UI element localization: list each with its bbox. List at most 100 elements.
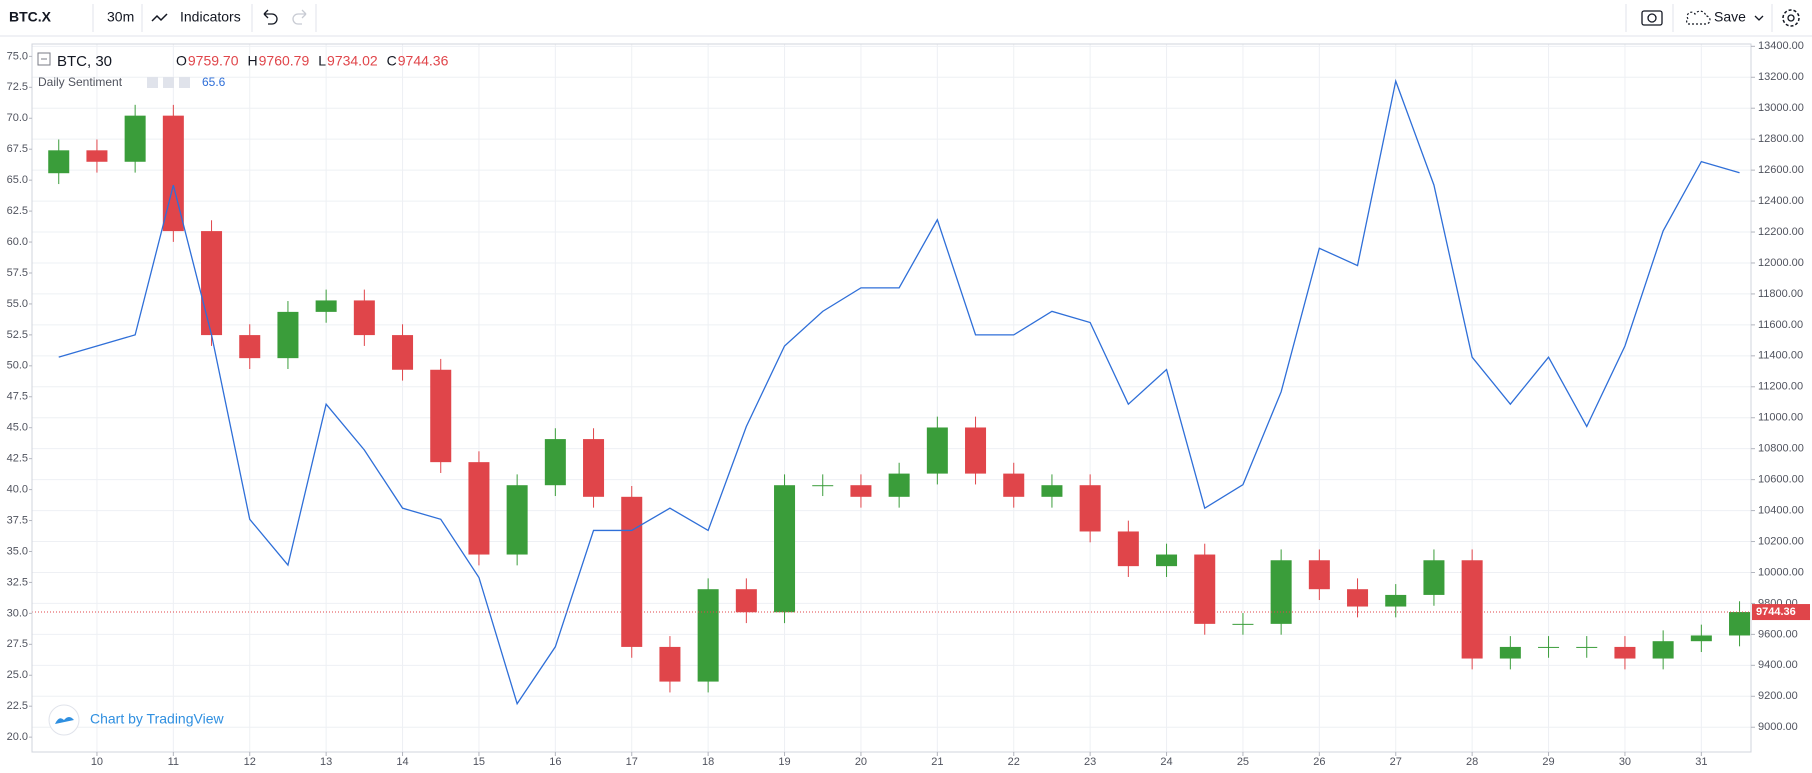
candle-body: [1690, 635, 1712, 642]
undo-button[interactable]: [263, 9, 278, 25]
x-tick-label: 12: [244, 756, 256, 768]
candle-body: [1003, 473, 1025, 497]
candle-body: [1156, 554, 1178, 567]
legend-key: C: [387, 53, 397, 69]
candle-body: [48, 150, 70, 174]
x-tick-label: 30: [1619, 756, 1631, 768]
y2-tick-label: 12600.00: [1758, 164, 1804, 176]
x-tick-label: 28: [1466, 756, 1478, 768]
y2-tick-label: 11000.00: [1758, 412, 1803, 424]
screenshot-button[interactable]: [1641, 10, 1663, 26]
x-tick-label: 16: [549, 756, 561, 768]
interval[interactable]: 30m: [107, 9, 134, 25]
candle-body: [926, 427, 948, 474]
candle-body: [888, 473, 910, 497]
candle-body: [1538, 646, 1560, 648]
indicators-icon[interactable]: [151, 13, 168, 22]
y2-tick-label: 9000.00: [1758, 721, 1798, 733]
legend-indicator: Daily Sentiment: [38, 75, 123, 89]
candle-body: [965, 427, 987, 474]
indicator-visibility-icon[interactable]: [163, 77, 174, 88]
y2-tick-label: 13000.00: [1758, 102, 1804, 114]
y-tick-label: 32.5: [7, 576, 28, 588]
candle-body: [1270, 560, 1292, 624]
collapse-icon[interactable]: [37, 52, 51, 66]
candle-body: [1194, 554, 1216, 624]
save-menu-arrow[interactable]: [1754, 15, 1764, 21]
candle-body: [1729, 612, 1751, 636]
candle-body: [1079, 485, 1101, 532]
candle-body: [162, 115, 184, 232]
candle-body: [1347, 589, 1369, 607]
toolbar-bg: [0, 0, 1812, 36]
y-tick-label: 67.5: [7, 143, 28, 155]
candle-body: [1614, 646, 1636, 659]
y2-tick-label: 10000.00: [1758, 566, 1804, 578]
candle-body: [430, 369, 452, 463]
legend-symbol: BTC, 30: [57, 53, 112, 70]
gear-center: [1787, 14, 1795, 22]
legend-key: H: [248, 53, 258, 69]
x-tick-label: 23: [1084, 756, 1096, 768]
candle-body: [774, 485, 796, 613]
candle-body: [850, 485, 872, 497]
indicator-settings-icon[interactable]: [147, 77, 158, 88]
y-tick-label: 35.0: [7, 545, 28, 557]
indicators-button[interactable]: Indicators: [180, 9, 241, 25]
y-tick-label: 65.0: [7, 174, 28, 186]
y2-tick-label: 11800.00: [1758, 288, 1803, 300]
y2-tick-label: 11600.00: [1758, 319, 1803, 331]
x-tick-label: 18: [702, 756, 714, 768]
legend-value: 9734.02: [327, 53, 378, 69]
candle-body: [1385, 594, 1407, 607]
y-tick-label: 55.0: [7, 298, 28, 310]
indicator-remove-icon[interactable]: [179, 77, 190, 88]
y-tick-label: 22.5: [7, 700, 28, 712]
y2-tick-label: 10800.00: [1758, 443, 1804, 455]
candle-body: [201, 231, 223, 336]
y-tick-label: 47.5: [7, 391, 28, 403]
candle-body: [1652, 641, 1674, 659]
symbol[interactable]: BTC.X: [9, 9, 52, 25]
last-price-label: 9744.36: [1756, 606, 1796, 618]
candle-body: [124, 115, 146, 162]
candle-body: [621, 496, 643, 647]
x-tick-label: 19: [778, 756, 790, 768]
y-tick-label: 37.5: [7, 514, 28, 526]
camera-lens: [1647, 13, 1657, 23]
save-button[interactable]: Save: [1714, 9, 1746, 25]
legend-key: O: [176, 53, 187, 69]
y-tick-label: 50.0: [7, 360, 28, 372]
candle-body: [583, 439, 605, 497]
candle-body: [86, 150, 108, 162]
y2-tick-label: 13400.00: [1758, 40, 1804, 52]
legend-indicator-value: 65.6: [202, 75, 226, 89]
settings-button[interactable]: [1782, 9, 1800, 27]
cloud-icon[interactable]: [1686, 10, 1711, 25]
candle-body: [735, 589, 757, 613]
y-tick-label: 40.0: [7, 484, 28, 496]
candle-body: [1423, 560, 1445, 595]
gear: [1782, 9, 1800, 27]
watermark-text[interactable]: Chart by TradingView: [90, 711, 224, 727]
redo-button[interactable]: [292, 9, 307, 25]
y2-tick-label: 10600.00: [1758, 474, 1804, 486]
x-tick-label: 22: [1008, 756, 1020, 768]
x-tick-label: 10: [91, 756, 103, 768]
last-price-box: [1752, 604, 1810, 621]
candle-body: [353, 300, 375, 336]
x-tick-label: 24: [1160, 756, 1172, 768]
x-tick-label: 26: [1313, 756, 1325, 768]
y-tick-label: 52.5: [7, 329, 28, 341]
toolbar: BTC.X 30m Indicators Save: [0, 0, 1812, 37]
x-tick-label: 14: [396, 756, 408, 768]
y-tick-label: 62.5: [7, 205, 28, 217]
candle-body: [506, 485, 528, 555]
y-tick-label: 42.5: [7, 453, 28, 465]
legend-value: 9759.70: [188, 53, 239, 69]
candle-body: [812, 485, 834, 487]
y-tick-label: 70.0: [7, 112, 28, 124]
x-tick-label: 29: [1542, 756, 1554, 768]
candle-body: [315, 300, 337, 312]
